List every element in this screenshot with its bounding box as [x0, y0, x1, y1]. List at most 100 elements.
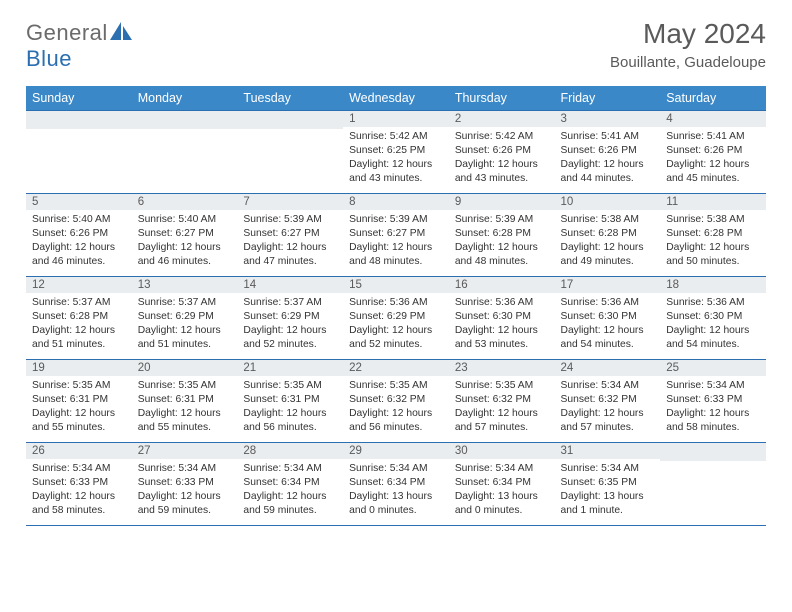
calendar-week-row: 19Sunrise: 5:35 AMSunset: 6:31 PMDayligh…: [26, 360, 766, 443]
day-details: Sunrise: 5:34 AMSunset: 6:33 PMDaylight:…: [26, 459, 132, 522]
day-number: 26: [26, 443, 132, 459]
calendar-cell: 24Sunrise: 5:34 AMSunset: 6:32 PMDayligh…: [555, 360, 661, 443]
day-number-empty: [237, 111, 343, 129]
day-details: Sunrise: 5:40 AMSunset: 6:27 PMDaylight:…: [132, 210, 238, 273]
day-number: 18: [660, 277, 766, 293]
calendar-cell: [132, 111, 238, 194]
day-number: 25: [660, 360, 766, 376]
calendar-cell: 3Sunrise: 5:41 AMSunset: 6:26 PMDaylight…: [555, 111, 661, 194]
day-details: Sunrise: 5:41 AMSunset: 6:26 PMDaylight:…: [660, 127, 766, 190]
day-number: 9: [449, 194, 555, 210]
day-number: 7: [237, 194, 343, 210]
location-label: Bouillante, Guadeloupe: [610, 54, 766, 71]
day-number: 16: [449, 277, 555, 293]
calendar-cell: 2Sunrise: 5:42 AMSunset: 6:26 PMDaylight…: [449, 111, 555, 194]
logo: GeneralBlue: [26, 18, 132, 72]
calendar-cell: 27Sunrise: 5:34 AMSunset: 6:33 PMDayligh…: [132, 443, 238, 526]
day-details: Sunrise: 5:35 AMSunset: 6:32 PMDaylight:…: [343, 376, 449, 439]
logo-text: GeneralBlue: [26, 18, 132, 72]
calendar-cell: 18Sunrise: 5:36 AMSunset: 6:30 PMDayligh…: [660, 277, 766, 360]
weekday-header: Saturday: [660, 86, 766, 111]
weekday-header: Sunday: [26, 86, 132, 111]
day-number: 2: [449, 111, 555, 127]
weekday-header: Wednesday: [343, 86, 449, 111]
day-details: Sunrise: 5:42 AMSunset: 6:25 PMDaylight:…: [343, 127, 449, 190]
calendar-cell: 5Sunrise: 5:40 AMSunset: 6:26 PMDaylight…: [26, 194, 132, 277]
calendar-cell: 9Sunrise: 5:39 AMSunset: 6:28 PMDaylight…: [449, 194, 555, 277]
page: GeneralBlue May 2024 Bouillante, Guadelo…: [0, 0, 792, 544]
weekday-header: Monday: [132, 86, 238, 111]
day-details: Sunrise: 5:35 AMSunset: 6:31 PMDaylight:…: [26, 376, 132, 439]
calendar-cell: 23Sunrise: 5:35 AMSunset: 6:32 PMDayligh…: [449, 360, 555, 443]
day-details: Sunrise: 5:37 AMSunset: 6:28 PMDaylight:…: [26, 293, 132, 356]
calendar-cell: 14Sunrise: 5:37 AMSunset: 6:29 PMDayligh…: [237, 277, 343, 360]
day-number: 1: [343, 111, 449, 127]
calendar-cell: 21Sunrise: 5:35 AMSunset: 6:31 PMDayligh…: [237, 360, 343, 443]
day-details: Sunrise: 5:34 AMSunset: 6:34 PMDaylight:…: [237, 459, 343, 522]
day-details: Sunrise: 5:39 AMSunset: 6:28 PMDaylight:…: [449, 210, 555, 273]
page-title: May 2024: [610, 18, 766, 50]
calendar-week-row: 5Sunrise: 5:40 AMSunset: 6:26 PMDaylight…: [26, 194, 766, 277]
day-details: Sunrise: 5:36 AMSunset: 6:30 PMDaylight:…: [660, 293, 766, 356]
calendar-cell: 12Sunrise: 5:37 AMSunset: 6:28 PMDayligh…: [26, 277, 132, 360]
day-details: Sunrise: 5:35 AMSunset: 6:32 PMDaylight:…: [449, 376, 555, 439]
calendar-cell: 10Sunrise: 5:38 AMSunset: 6:28 PMDayligh…: [555, 194, 661, 277]
day-number: 10: [555, 194, 661, 210]
day-number: 24: [555, 360, 661, 376]
day-number: 15: [343, 277, 449, 293]
header-right: May 2024 Bouillante, Guadeloupe: [610, 18, 766, 71]
day-number: 20: [132, 360, 238, 376]
calendar-cell: 20Sunrise: 5:35 AMSunset: 6:31 PMDayligh…: [132, 360, 238, 443]
day-number: 29: [343, 443, 449, 459]
calendar-cell: 16Sunrise: 5:36 AMSunset: 6:30 PMDayligh…: [449, 277, 555, 360]
header: GeneralBlue May 2024 Bouillante, Guadelo…: [26, 18, 766, 72]
day-number: 22: [343, 360, 449, 376]
calendar-cell: [26, 111, 132, 194]
day-number: 4: [660, 111, 766, 127]
day-number: 13: [132, 277, 238, 293]
calendar-cell: 22Sunrise: 5:35 AMSunset: 6:32 PMDayligh…: [343, 360, 449, 443]
day-details: Sunrise: 5:39 AMSunset: 6:27 PMDaylight:…: [237, 210, 343, 273]
day-number: 3: [555, 111, 661, 127]
day-number: 14: [237, 277, 343, 293]
day-number: 23: [449, 360, 555, 376]
calendar-cell: 4Sunrise: 5:41 AMSunset: 6:26 PMDaylight…: [660, 111, 766, 194]
day-number: 5: [26, 194, 132, 210]
calendar-cell: 11Sunrise: 5:38 AMSunset: 6:28 PMDayligh…: [660, 194, 766, 277]
calendar-cell: 29Sunrise: 5:34 AMSunset: 6:34 PMDayligh…: [343, 443, 449, 526]
calendar-cell: 31Sunrise: 5:34 AMSunset: 6:35 PMDayligh…: [555, 443, 661, 526]
weekday-header: Friday: [555, 86, 661, 111]
calendar-cell: 28Sunrise: 5:34 AMSunset: 6:34 PMDayligh…: [237, 443, 343, 526]
day-details: Sunrise: 5:38 AMSunset: 6:28 PMDaylight:…: [555, 210, 661, 273]
day-number: 17: [555, 277, 661, 293]
weekday-header: Thursday: [449, 86, 555, 111]
calendar-cell: 15Sunrise: 5:36 AMSunset: 6:29 PMDayligh…: [343, 277, 449, 360]
day-details: Sunrise: 5:34 AMSunset: 6:33 PMDaylight:…: [132, 459, 238, 522]
calendar-cell: 17Sunrise: 5:36 AMSunset: 6:30 PMDayligh…: [555, 277, 661, 360]
calendar-cell: [660, 443, 766, 526]
calendar-cell: 30Sunrise: 5:34 AMSunset: 6:34 PMDayligh…: [449, 443, 555, 526]
day-details: Sunrise: 5:35 AMSunset: 6:31 PMDaylight:…: [237, 376, 343, 439]
weekday-header-row: SundayMondayTuesdayWednesdayThursdayFrid…: [26, 86, 766, 111]
day-details: Sunrise: 5:34 AMSunset: 6:33 PMDaylight:…: [660, 376, 766, 439]
day-details: Sunrise: 5:40 AMSunset: 6:26 PMDaylight:…: [26, 210, 132, 273]
logo-part1: General: [26, 20, 108, 45]
day-number-empty: [132, 111, 238, 129]
day-details: Sunrise: 5:34 AMSunset: 6:34 PMDaylight:…: [343, 459, 449, 522]
day-details: Sunrise: 5:35 AMSunset: 6:31 PMDaylight:…: [132, 376, 238, 439]
day-number: 28: [237, 443, 343, 459]
day-number-empty: [26, 111, 132, 129]
day-details: Sunrise: 5:36 AMSunset: 6:30 PMDaylight:…: [555, 293, 661, 356]
day-details: Sunrise: 5:34 AMSunset: 6:35 PMDaylight:…: [555, 459, 661, 522]
day-details: Sunrise: 5:39 AMSunset: 6:27 PMDaylight:…: [343, 210, 449, 273]
day-details: Sunrise: 5:34 AMSunset: 6:32 PMDaylight:…: [555, 376, 661, 439]
day-number: 21: [237, 360, 343, 376]
day-number-empty: [660, 443, 766, 461]
day-details: Sunrise: 5:37 AMSunset: 6:29 PMDaylight:…: [237, 293, 343, 356]
calendar-cell: 25Sunrise: 5:34 AMSunset: 6:33 PMDayligh…: [660, 360, 766, 443]
day-details: Sunrise: 5:37 AMSunset: 6:29 PMDaylight:…: [132, 293, 238, 356]
day-details: Sunrise: 5:36 AMSunset: 6:30 PMDaylight:…: [449, 293, 555, 356]
day-details: Sunrise: 5:38 AMSunset: 6:28 PMDaylight:…: [660, 210, 766, 273]
calendar-body: 1Sunrise: 5:42 AMSunset: 6:25 PMDaylight…: [26, 111, 766, 526]
day-number: 19: [26, 360, 132, 376]
